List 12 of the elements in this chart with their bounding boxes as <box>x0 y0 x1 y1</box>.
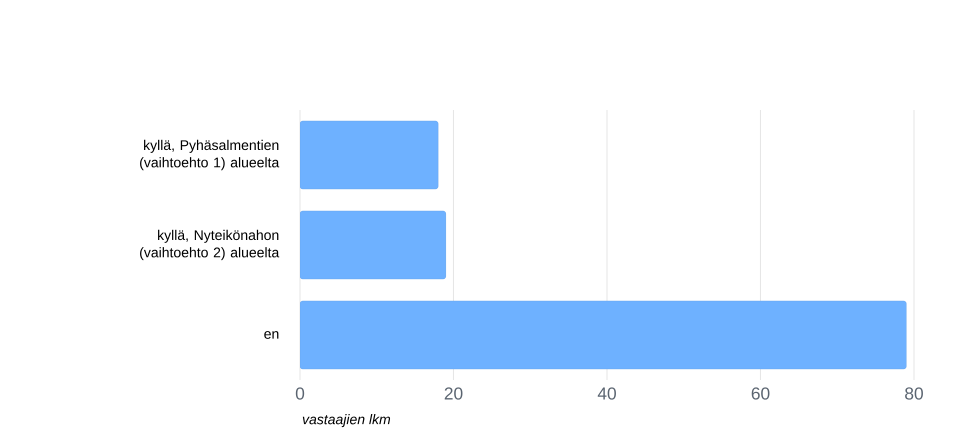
x-tick-label: 80 <box>905 387 923 400</box>
x-tick-label: 40 <box>598 387 616 400</box>
y-tick-label: en <box>264 331 278 339</box>
bar <box>300 120 438 190</box>
x-axis-title: vastaajien lkm <box>302 414 390 428</box>
x-tick-label: 0 <box>296 387 304 400</box>
y-tick-label: kyllä, Pyhäsalmentien (vaihtoehto 1) alueelta <box>140 140 280 170</box>
bar <box>300 300 907 370</box>
x-tick-label: 20 <box>444 387 462 400</box>
y-tick-label: kyllä, Nyteikönahon (vaihtoehto 2) alueelta <box>140 230 280 260</box>
x-tick-label: 60 <box>752 387 770 400</box>
bar <box>300 210 446 280</box>
